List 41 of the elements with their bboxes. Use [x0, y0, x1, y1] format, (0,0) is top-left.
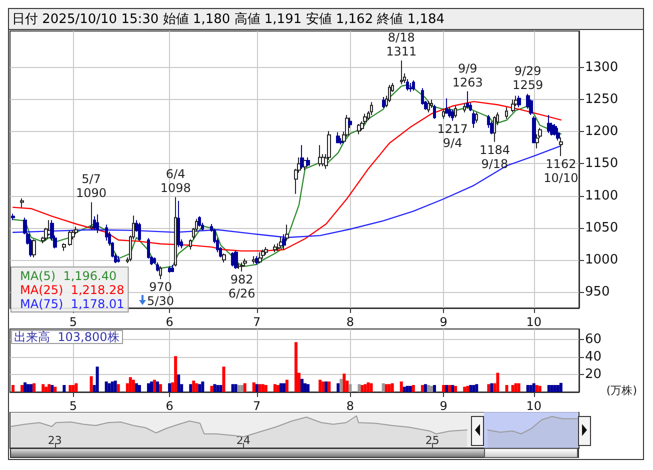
y-tick-label: 20	[585, 367, 602, 382]
y-tick-label: 950	[585, 284, 610, 300]
annotation: 982 6/26	[228, 272, 256, 300]
y-tick-label: 1300	[585, 60, 618, 76]
annotation: 1184 9/18	[479, 142, 510, 171]
x-tick-label: 7	[253, 315, 261, 329]
annotation: 9/9 1263	[452, 61, 483, 90]
x-tick-label: 23	[48, 434, 62, 447]
x-tick-label: 5	[69, 399, 78, 413]
y-tick-label: 1100	[585, 188, 618, 204]
y-axis-title: (万株)	[606, 384, 638, 397]
x-tick-label: 9	[440, 315, 448, 329]
annotation: 1162 10/10	[544, 157, 578, 186]
x-tick-label: 7	[253, 399, 261, 413]
annotation: 6/4 1098	[160, 167, 191, 196]
y-tick-label: 1250	[585, 92, 618, 108]
x-tick-label: 5	[69, 315, 78, 329]
x-tick-label: 8	[346, 399, 354, 413]
x-tick-label: 9	[440, 399, 448, 413]
text: MA(25) 1,218.28	[20, 283, 124, 297]
x-tick-label: 25	[425, 434, 440, 447]
annotation: 9/29 1259	[512, 64, 544, 92]
y-tick-label: 60	[585, 332, 602, 347]
chart-title: 出来高 103,800株	[14, 330, 120, 344]
y-tick-label: 1050	[585, 220, 618, 236]
x-tick-label: 10	[526, 399, 542, 413]
annotation: 5/7 1090	[76, 172, 107, 200]
annotation: 1217 9/4	[437, 122, 468, 150]
y-tick-label: 1200	[585, 124, 618, 140]
chart-title: 日付 2025/10/10 15:30 始値 1,180 高値 1,191 安値 1,162 終値 1,184	[9, 9, 643, 30]
annotation: 8/18 1311	[386, 30, 417, 58]
text: MA(75) 1,178.01	[20, 297, 124, 311]
y-tick-label: 1000	[585, 252, 618, 268]
x-tick-label: 6	[166, 399, 174, 413]
x-tick-label: 6	[166, 315, 174, 329]
annotation: 970 5/30	[147, 280, 174, 308]
x-tick-label: 8	[346, 315, 354, 329]
series-label: MA(5) 1,196.40	[20, 269, 117, 283]
y-tick-label: 40	[585, 350, 602, 364]
x-tick-label: 10	[526, 315, 542, 329]
y-tick-label: 1150	[585, 156, 618, 172]
